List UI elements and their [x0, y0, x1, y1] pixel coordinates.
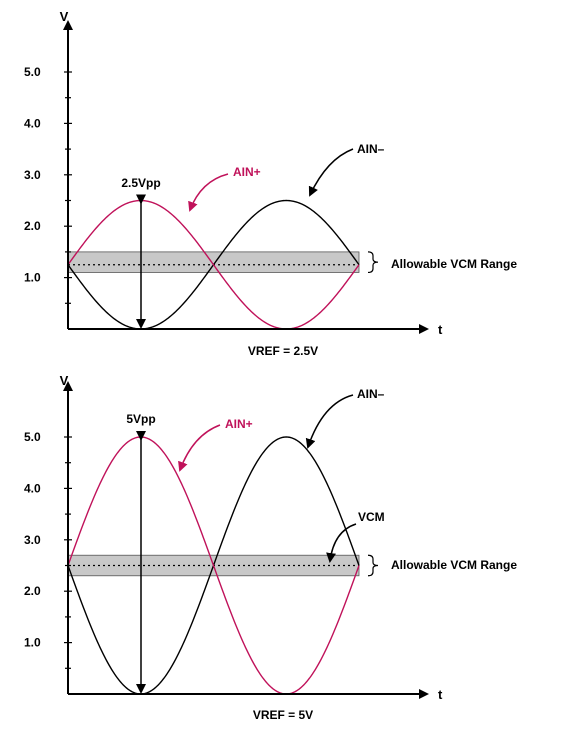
panel-top: V t 5.0 4.0 3.0 2.0 1.0 2.5Vpp AIN+ AIN–…	[24, 9, 517, 358]
ain-plus-waveform	[67, 436, 360, 695]
y-axis-ticks	[64, 71, 72, 304]
axes: V t 5.0 4.0 3.0 2.0 1.0	[24, 9, 443, 337]
ain-plus-pointer-arrow	[178, 424, 221, 472]
allowable-vcm-range-label: Allowable VCM Range	[391, 558, 517, 572]
amplitude-label: 2.5Vpp	[121, 176, 160, 190]
range-brace	[367, 554, 379, 577]
ain-minus-label: AIN–	[357, 142, 385, 156]
tick-label: 2.0	[24, 219, 41, 233]
ain-plus-label: AIN+	[233, 165, 261, 179]
tick-label: 1.0	[24, 636, 41, 650]
allowable-vcm-range-label: Allowable VCM Range	[391, 257, 517, 271]
tick-label: 4.0	[24, 481, 41, 495]
range-brace	[367, 251, 379, 274]
tick-label: 3.0	[24, 168, 41, 182]
y-axis-label: V	[60, 9, 69, 24]
x-axis-label: t	[438, 687, 443, 702]
vref-caption: VREF = 2.5V	[248, 344, 318, 358]
x-axis-label: t	[438, 322, 443, 337]
y-axis-ticks	[64, 436, 72, 669]
vcm-pointer-arrow	[326, 523, 357, 563]
tick-label: 3.0	[24, 533, 41, 547]
vcm-label: VCM	[358, 510, 385, 524]
amplitude-label: 5Vpp	[126, 412, 155, 426]
ain-minus-pointer-arrow	[308, 148, 354, 197]
tick-label: 2.0	[24, 584, 41, 598]
ain-minus-pointer-arrow	[305, 394, 354, 449]
panel-bottom: V t 5.0 4.0 3.0 2.0 1.0 5Vpp AIN+ AIN– V…	[24, 373, 517, 722]
y-axis-label: V	[60, 373, 69, 388]
ain-minus-label: AIN–	[357, 387, 385, 401]
vcm-band	[67, 554, 379, 577]
tick-label: 4.0	[24, 116, 41, 130]
vref-caption: VREF = 5V	[253, 708, 313, 722]
ain-plus-pointer-arrow	[188, 173, 229, 212]
tick-label: 5.0	[24, 430, 41, 444]
axes: V t 5.0 4.0 3.0 2.0 1.0	[24, 373, 443, 702]
vcm-range-band	[67, 251, 360, 273]
vcm-band	[67, 251, 379, 274]
ain-plus-waveform	[67, 199, 360, 330]
ain-plus-label: AIN+	[225, 417, 253, 431]
tick-label: 1.0	[24, 271, 41, 285]
tick-label: 5.0	[24, 65, 41, 79]
